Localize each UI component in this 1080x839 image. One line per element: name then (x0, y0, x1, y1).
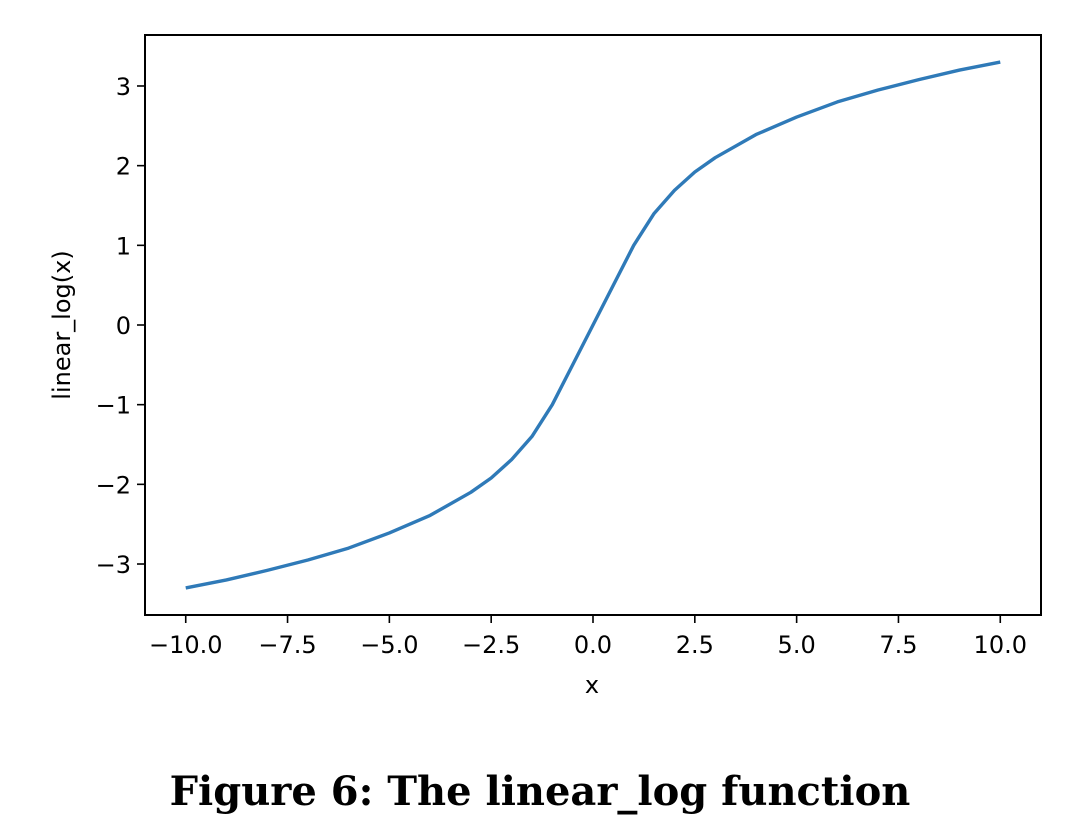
x-tick-label: −5.0 (360, 631, 418, 659)
x-tick-label: 7.5 (879, 631, 917, 659)
y-tick-label: 1 (116, 232, 131, 260)
x-tick-label: 10.0 (974, 631, 1027, 659)
series-line-0 (185, 60, 1001, 590)
x-tick-label: −2.5 (462, 631, 520, 659)
x-tick-label: 2.5 (676, 631, 714, 659)
y-tick-label: 0 (116, 312, 131, 340)
figure-caption: Figure 6: The linear_log function (169, 768, 911, 815)
x-tick-label: 5.0 (778, 631, 816, 659)
plot-area (144, 34, 1042, 616)
y-axis-label: linear_log(x) (48, 250, 76, 399)
x-tick-label: −7.5 (258, 631, 316, 659)
y-tick-label: 3 (116, 73, 131, 101)
y-tick-label: −1 (96, 392, 131, 420)
x-axis-ticks: −10.0 −7.5 −5.0 −2.5 0.0 2.5 5.0 7.5 10.0 (149, 615, 1027, 659)
y-tick-label: −2 (96, 471, 131, 499)
y-tick-label: 2 (116, 153, 131, 181)
y-axis-ticks: −3 −2 −1 0 1 2 3 (96, 73, 145, 579)
x-axis-label: x (585, 671, 599, 699)
x-tick-label: 0.0 (574, 631, 612, 659)
y-tick-label: −3 (96, 551, 131, 579)
x-tick-label: −10.0 (149, 631, 223, 659)
line-chart: −3 −2 −1 0 1 2 3 −10.0 −7.5 −5.0 −2.5 0.0 2.5 5.0 7.5… (48, 34, 1042, 699)
